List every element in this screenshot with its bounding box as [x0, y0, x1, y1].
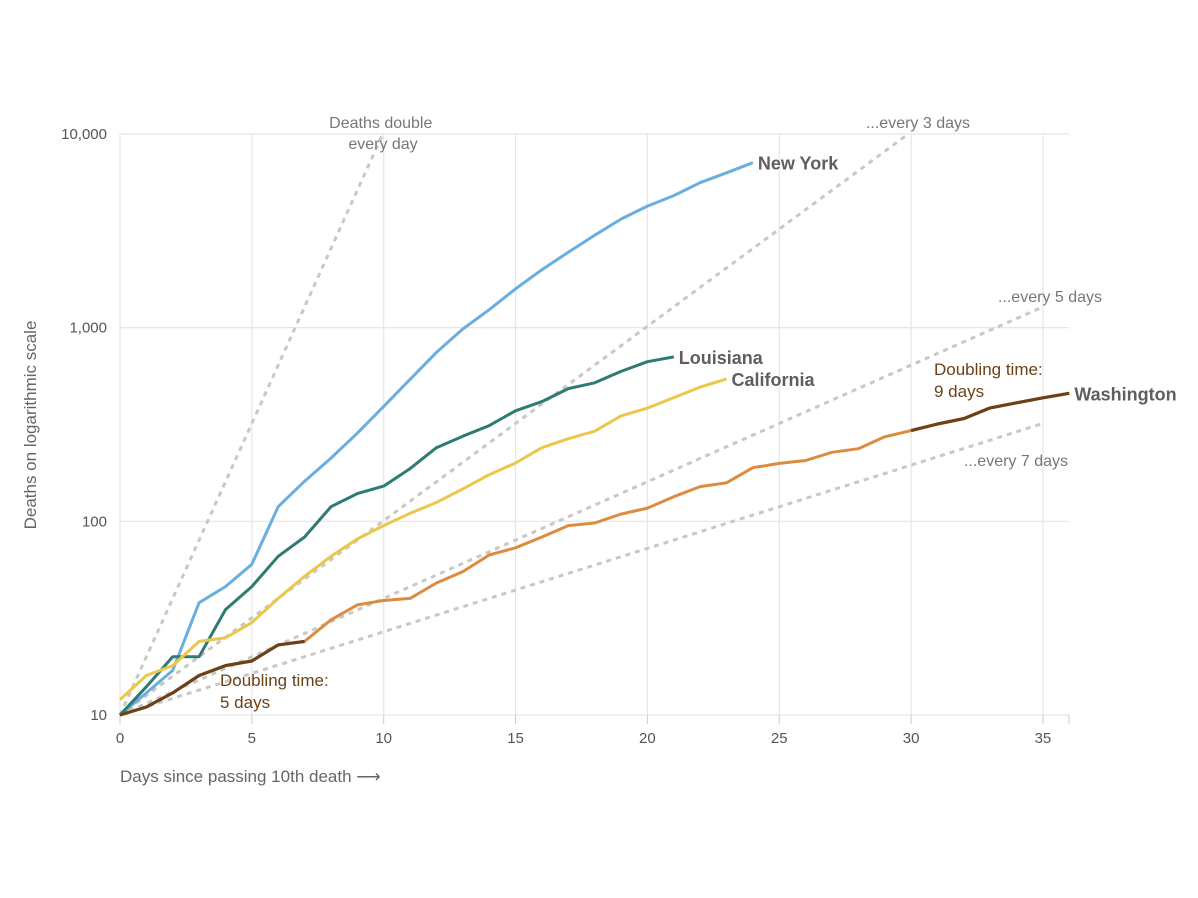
series-line-washington: [119, 391, 1070, 717]
series-line-new-york: [119, 161, 754, 717]
series-lines: [118, 161, 1070, 717]
y-tick-label: 1,000: [69, 320, 107, 337]
reference-line-every-1-days: [118, 133, 385, 716]
ref-label-every-3-days: ...every 3 days: [866, 115, 970, 132]
series-label-washington: Washington: [1074, 384, 1176, 404]
x-tick-label: 35: [1035, 730, 1052, 747]
x-tick-label: 5: [248, 730, 256, 747]
y-axis-label: Deaths on logarithmic scale: [21, 321, 40, 530]
series-line-california: [118, 377, 727, 701]
series-highlight-washington: [910, 391, 1070, 433]
ref-label-every-7-days: ...every 7 days: [964, 453, 1068, 470]
x-tick-label: 25: [771, 730, 788, 747]
reference-line-every-3-days: [119, 132, 910, 717]
ref-label-every-day: Deaths double every day: [329, 115, 437, 153]
x-tick-label: 15: [507, 730, 524, 747]
y-tick-label: 10,000: [61, 126, 107, 143]
series-label-california: California: [732, 370, 816, 390]
reference-line-every-5-days: [119, 305, 1044, 717]
x-tick-label: 30: [903, 730, 920, 747]
y-tick-label: 10: [90, 707, 107, 724]
series-label-louisiana: Louisiana: [679, 348, 764, 368]
reference-line-every-7-days: [119, 422, 1044, 717]
x-axis-label: Days since passing 10th death ⟶: [120, 767, 381, 786]
series-line-louisiana: [118, 355, 675, 717]
annotation-doubling-9-days: Doubling time: 9 days: [934, 360, 1047, 401]
x-tick-label: 10: [375, 730, 392, 747]
axis-ticks: 10 100 1,000 10,000 0 5 10 15 20 25 30 35: [61, 126, 1070, 747]
series-label-new-york: New York: [758, 154, 839, 174]
annotation-doubling-5-days: Doubling time: 5 days: [220, 671, 333, 712]
x-tick-label: 20: [639, 730, 656, 747]
y-tick-label: 100: [82, 513, 107, 530]
reference-lines: [118, 132, 1044, 717]
x-tick-label: 0: [116, 730, 124, 747]
series-highlight-washington: [119, 639, 305, 717]
ref-label-every-5-days: ...every 5 days: [998, 289, 1102, 306]
grid: [119, 133, 1069, 716]
